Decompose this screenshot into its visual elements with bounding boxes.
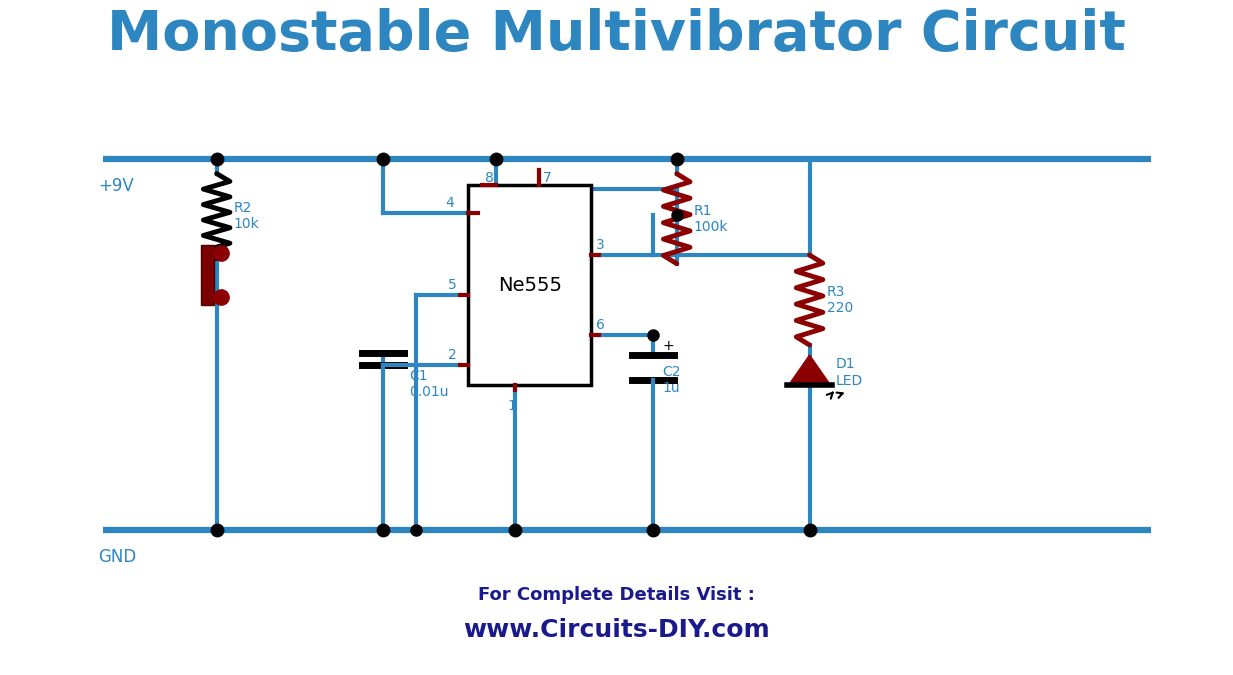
Text: R3
220: R3 220 bbox=[826, 285, 853, 315]
Text: +: + bbox=[662, 339, 674, 353]
Text: C1
0.01u: C1 0.01u bbox=[409, 369, 449, 399]
Bar bbox=[469, 185, 592, 385]
Text: 6: 6 bbox=[596, 318, 605, 332]
Text: Monostable Multivibrator Circuit: Monostable Multivibrator Circuit bbox=[107, 8, 1126, 62]
Text: 7: 7 bbox=[543, 171, 551, 185]
Text: 4: 4 bbox=[445, 196, 454, 210]
Text: www.Circuits-DIY.com: www.Circuits-DIY.com bbox=[464, 618, 769, 642]
Text: 5: 5 bbox=[448, 278, 456, 292]
Text: GND: GND bbox=[99, 548, 137, 566]
Text: R1
100k: R1 100k bbox=[694, 204, 729, 234]
Polygon shape bbox=[789, 355, 830, 385]
Text: For Complete Details Visit :: For Complete Details Visit : bbox=[478, 586, 755, 604]
Text: D1
LED: D1 LED bbox=[836, 358, 863, 387]
Bar bbox=[201, 245, 213, 305]
Text: +9V: +9V bbox=[99, 177, 134, 194]
Text: R2
10k: R2 10k bbox=[234, 201, 259, 232]
Text: 1: 1 bbox=[508, 399, 517, 413]
Text: 8: 8 bbox=[485, 171, 494, 185]
Text: Ne555: Ne555 bbox=[498, 275, 562, 294]
Text: C2
1u: C2 1u bbox=[662, 365, 681, 396]
Text: 2: 2 bbox=[448, 348, 456, 362]
Text: 3: 3 bbox=[596, 238, 605, 252]
